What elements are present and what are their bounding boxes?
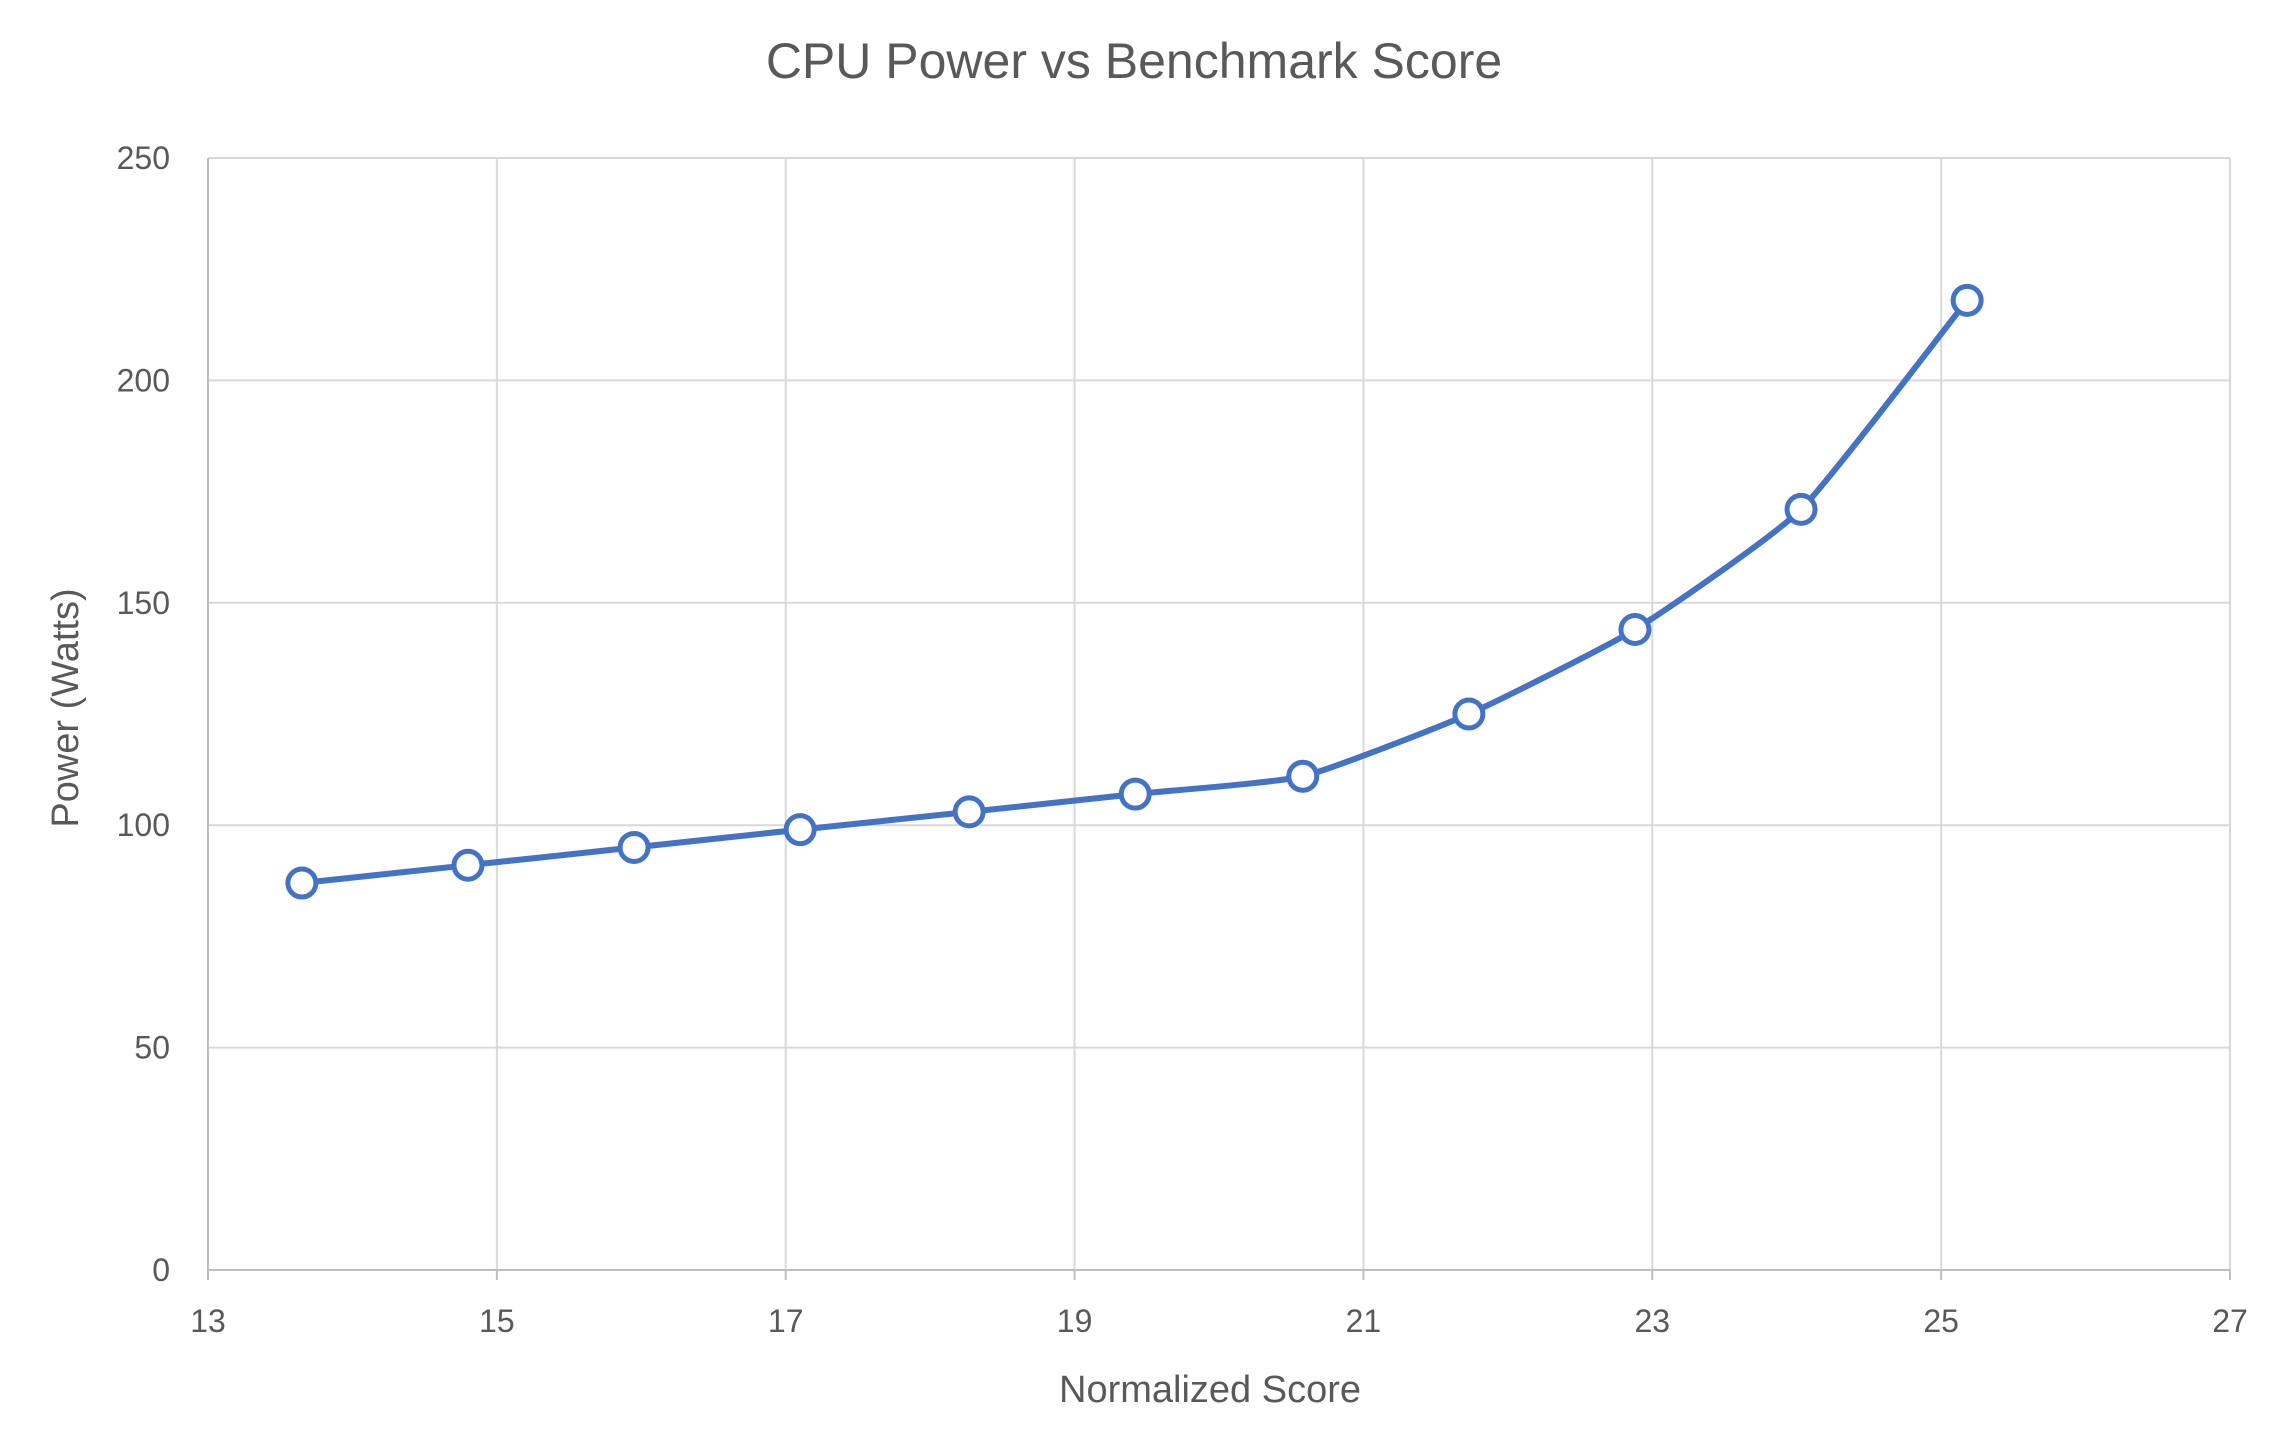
x-tick-label: 19: [1057, 1303, 1093, 1339]
data-point: [451, 848, 485, 882]
y-tick-label: 150: [117, 585, 170, 621]
x-axis-title: Normalized Score: [1059, 1369, 1361, 1411]
x-tick-label: 21: [1346, 1303, 1382, 1339]
data-point: [617, 830, 651, 864]
data-point: [285, 866, 319, 900]
x-tick-label: 23: [1634, 1303, 1670, 1339]
data-series: [285, 283, 1984, 900]
y-tick-label: 0: [152, 1252, 170, 1288]
x-axis-tick-labels: 13 15 17 19 21 23 25 27: [190, 1303, 2248, 1339]
x-tick-label: 17: [768, 1303, 804, 1339]
x-tick-label: 13: [190, 1303, 226, 1339]
x-tick-label: 25: [1923, 1303, 1959, 1339]
chart-title: CPU Power vs Benchmark Score: [766, 33, 1502, 89]
data-point: [1452, 697, 1486, 731]
gridlines: [208, 157, 2231, 1270]
series-line: [298, 297, 1971, 886]
data-point: [1118, 777, 1152, 811]
data-point: [1950, 283, 1984, 317]
data-point: [1618, 612, 1652, 646]
data-point: [1784, 492, 1818, 526]
data-point: [1286, 759, 1320, 793]
data-point: [783, 813, 817, 847]
y-tick-label: 250: [117, 140, 170, 176]
y-tick-label: 50: [134, 1030, 170, 1066]
x-tick-label: 15: [479, 1303, 515, 1339]
y-tick-label: 100: [117, 807, 170, 843]
axes: [207, 158, 2231, 1280]
y-tick-label: 200: [117, 362, 170, 398]
y-axis-tick-labels: 0 50 100 150 200 250: [117, 140, 170, 1288]
y-axis-title: Power (Watts): [45, 588, 87, 827]
data-point: [952, 795, 986, 829]
x-tick-label: 27: [2212, 1303, 2248, 1339]
